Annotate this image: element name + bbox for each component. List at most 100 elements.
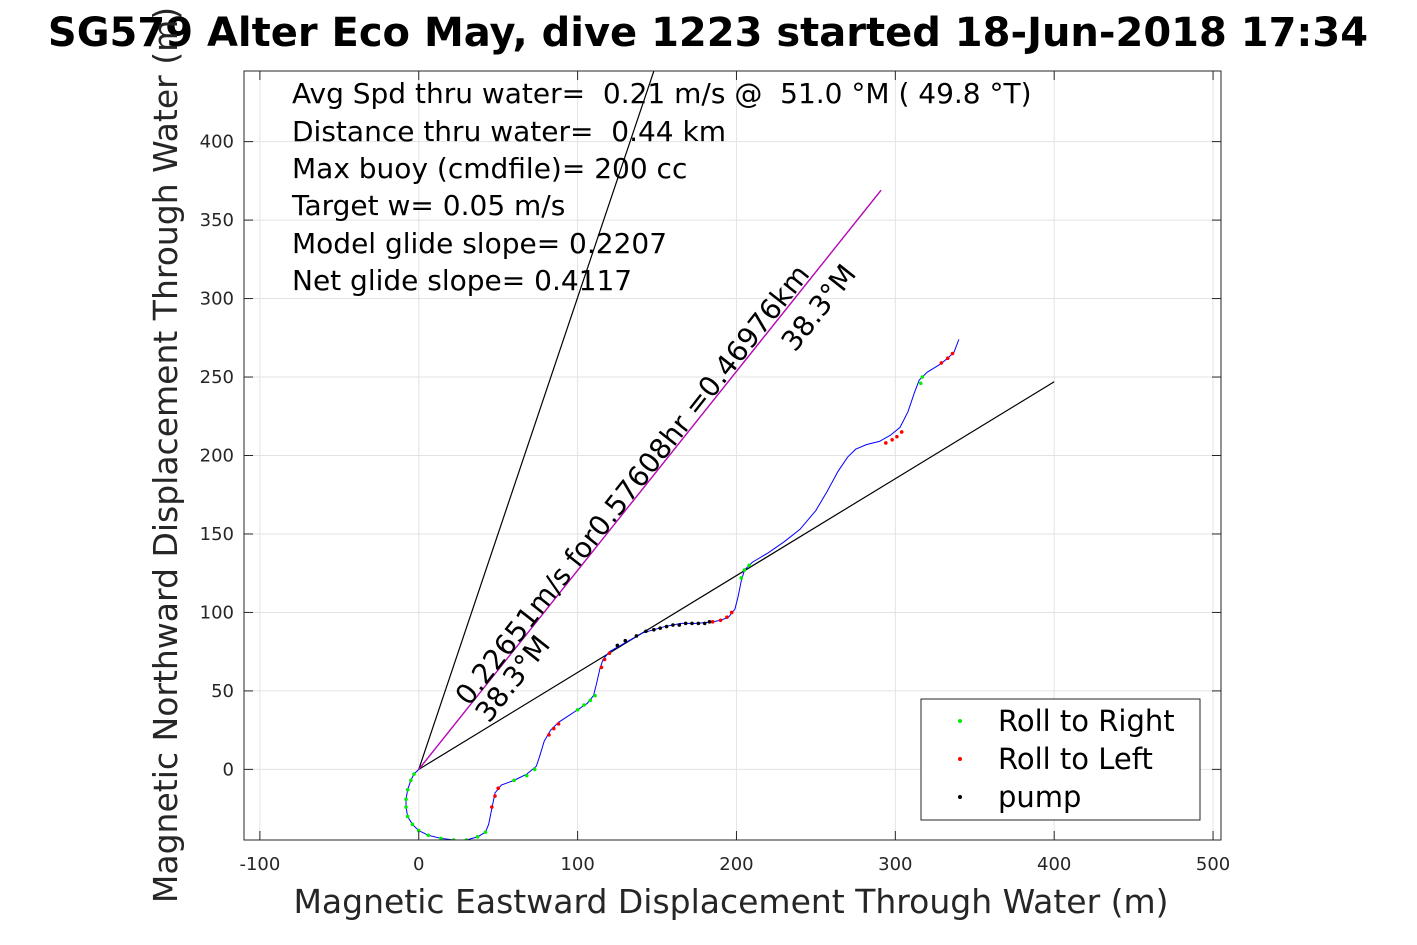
roll-left-point [490,805,494,809]
roll-left-point [547,733,551,737]
annotation-distance: Distance thru water= 0.44 km [292,115,726,148]
roll-right-point [582,703,586,707]
roll-left-point [725,615,729,619]
roll-right-point [409,778,413,783]
roll-right-point [575,707,580,712]
y-tick-label: 400 [200,132,234,153]
roll-right-point [416,828,421,833]
reference-lines [418,71,1055,770]
pump-point [690,621,694,626]
legend-box [920,698,1201,821]
legend-label-roll-left: Roll to Left [998,742,1153,776]
y-tick-label: 350 [200,210,234,231]
chart-title: SG579 Alter Eco May, dive 1223 started 1… [48,10,1368,56]
y-tick-label: 50 [211,681,234,702]
annotation-target-w: Target w= 0.05 m/s [291,189,565,222]
pump-point [664,624,669,629]
annotation-avg-speed: Avg Spd thru water= 0.21 m/s @ 51.0 °M (… [292,77,1032,110]
roll-left-point [718,618,723,623]
annotation-model-glide-slope: Model glide slope= 0.2207 [292,227,667,260]
y-axis-label: Magnetic Northward Displacement Through … [146,7,185,903]
roll-right-point [426,833,431,838]
pump-point [702,621,707,626]
x-tick-label: 100 [560,854,594,875]
legend-marker-roll-right [958,719,962,723]
roll-right-point [747,563,751,568]
roll-right-point [405,814,410,819]
pump-point [644,629,648,634]
x-tick-label: 500 [1196,854,1230,875]
roll-left-point [884,441,888,445]
plot-area [404,71,1055,840]
pump-point [634,634,639,638]
roll-right-point [742,568,747,572]
dive-track-line [405,339,960,840]
annotation-max-buoy: Max buoy (cmdfile)= 200 cc [292,152,687,185]
reference-line-3 [418,189,882,770]
x-tick-label: -100 [239,854,280,875]
pump-point [652,627,656,632]
legend-marker-roll-left [958,757,962,761]
x-tick-label: 400 [1037,854,1071,875]
roll-left-point [950,351,955,356]
roll-left-point [710,620,715,624]
y-tick-label: 200 [200,446,234,467]
roll-right-point [483,830,488,834]
pump-point [707,620,712,624]
roll-right-point [439,836,443,840]
pump-point [683,621,688,626]
roll-left-point [729,610,734,615]
x-tick-label: 300 [878,854,912,875]
y-tick-label: 150 [200,524,234,545]
roll-right-point [918,381,923,386]
roll-left-point [945,356,950,361]
roll-left-point [602,657,607,662]
roll-left-point [551,726,556,731]
y-tick-label: 300 [200,289,234,310]
pump-point [623,638,628,643]
roll-right-point [405,787,410,792]
roll-left-point [899,430,904,434]
x-tick-label: 200 [719,854,753,875]
pump-point [696,621,701,626]
reference-line-0 [418,71,655,770]
roll-left-point [939,361,944,365]
roll-left-point [890,438,894,442]
x-tick-label: 0 [413,854,424,875]
pump-point [615,643,620,648]
roll-right-point [532,767,537,772]
pump-point [658,626,663,630]
legend-label-pump: pump [998,780,1081,814]
roll-right-point [475,835,480,839]
x-axis-ticks: -100 0 100 200 300 400 500 [239,71,1230,875]
roll-left-point [493,794,497,798]
roll-left-point [496,786,500,791]
roll-right-point [920,375,925,379]
roll-left-point [895,434,899,439]
roll-right-point [410,822,415,827]
y-axis-ticks: 0 50 100 150 200 250 300 350 400 [200,132,1221,780]
legend-label-roll-right: Roll to Right [998,704,1175,738]
roll-right-point [404,797,408,801]
y-tick-label: 0 [223,759,234,780]
roll-right-point [404,805,408,809]
roll-right-point [524,773,529,778]
roll-right-point [739,576,744,580]
roll-right-point [588,698,593,703]
roll-left-point [607,651,612,656]
x-axis-label: Magnetic Eastward Displacement Through W… [293,882,1168,921]
legend: Roll to Right Roll to Left pump [920,698,1201,821]
roll-right-point [412,772,416,776]
roll-left-point [556,722,561,726]
y-tick-label: 250 [200,367,234,388]
pump-point [671,623,675,627]
roll-right-point [512,778,516,783]
stats-annotations: Avg Spd thru water= 0.21 m/s @ 51.0 °M (… [291,77,1032,297]
pump-point [677,623,682,627]
roll-markers [404,351,955,840]
roll-left-point [599,665,604,670]
reference-line-1 [418,381,1055,770]
roll-right-point [593,693,597,698]
y-tick-label: 100 [200,602,234,623]
